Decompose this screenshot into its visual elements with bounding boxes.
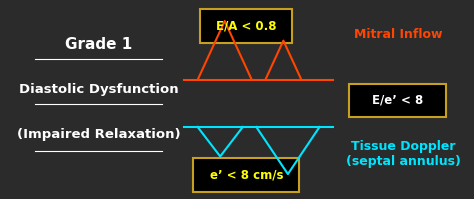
Text: Diastolic Dysfunction: Diastolic Dysfunction bbox=[18, 83, 178, 96]
FancyBboxPatch shape bbox=[349, 84, 446, 117]
Text: E/e’ < 8: E/e’ < 8 bbox=[372, 94, 423, 107]
Text: Grade 1: Grade 1 bbox=[64, 37, 132, 52]
Text: Tissue Doppler
(septal annulus): Tissue Doppler (septal annulus) bbox=[346, 140, 460, 168]
Text: E/A < 0.8: E/A < 0.8 bbox=[216, 20, 277, 32]
Text: e’ < 8 cm/s: e’ < 8 cm/s bbox=[210, 169, 283, 181]
FancyBboxPatch shape bbox=[193, 158, 299, 192]
FancyBboxPatch shape bbox=[200, 9, 292, 43]
Text: Mitral Inflow: Mitral Inflow bbox=[354, 28, 443, 41]
Text: (Impaired Relaxation): (Impaired Relaxation) bbox=[17, 128, 180, 141]
